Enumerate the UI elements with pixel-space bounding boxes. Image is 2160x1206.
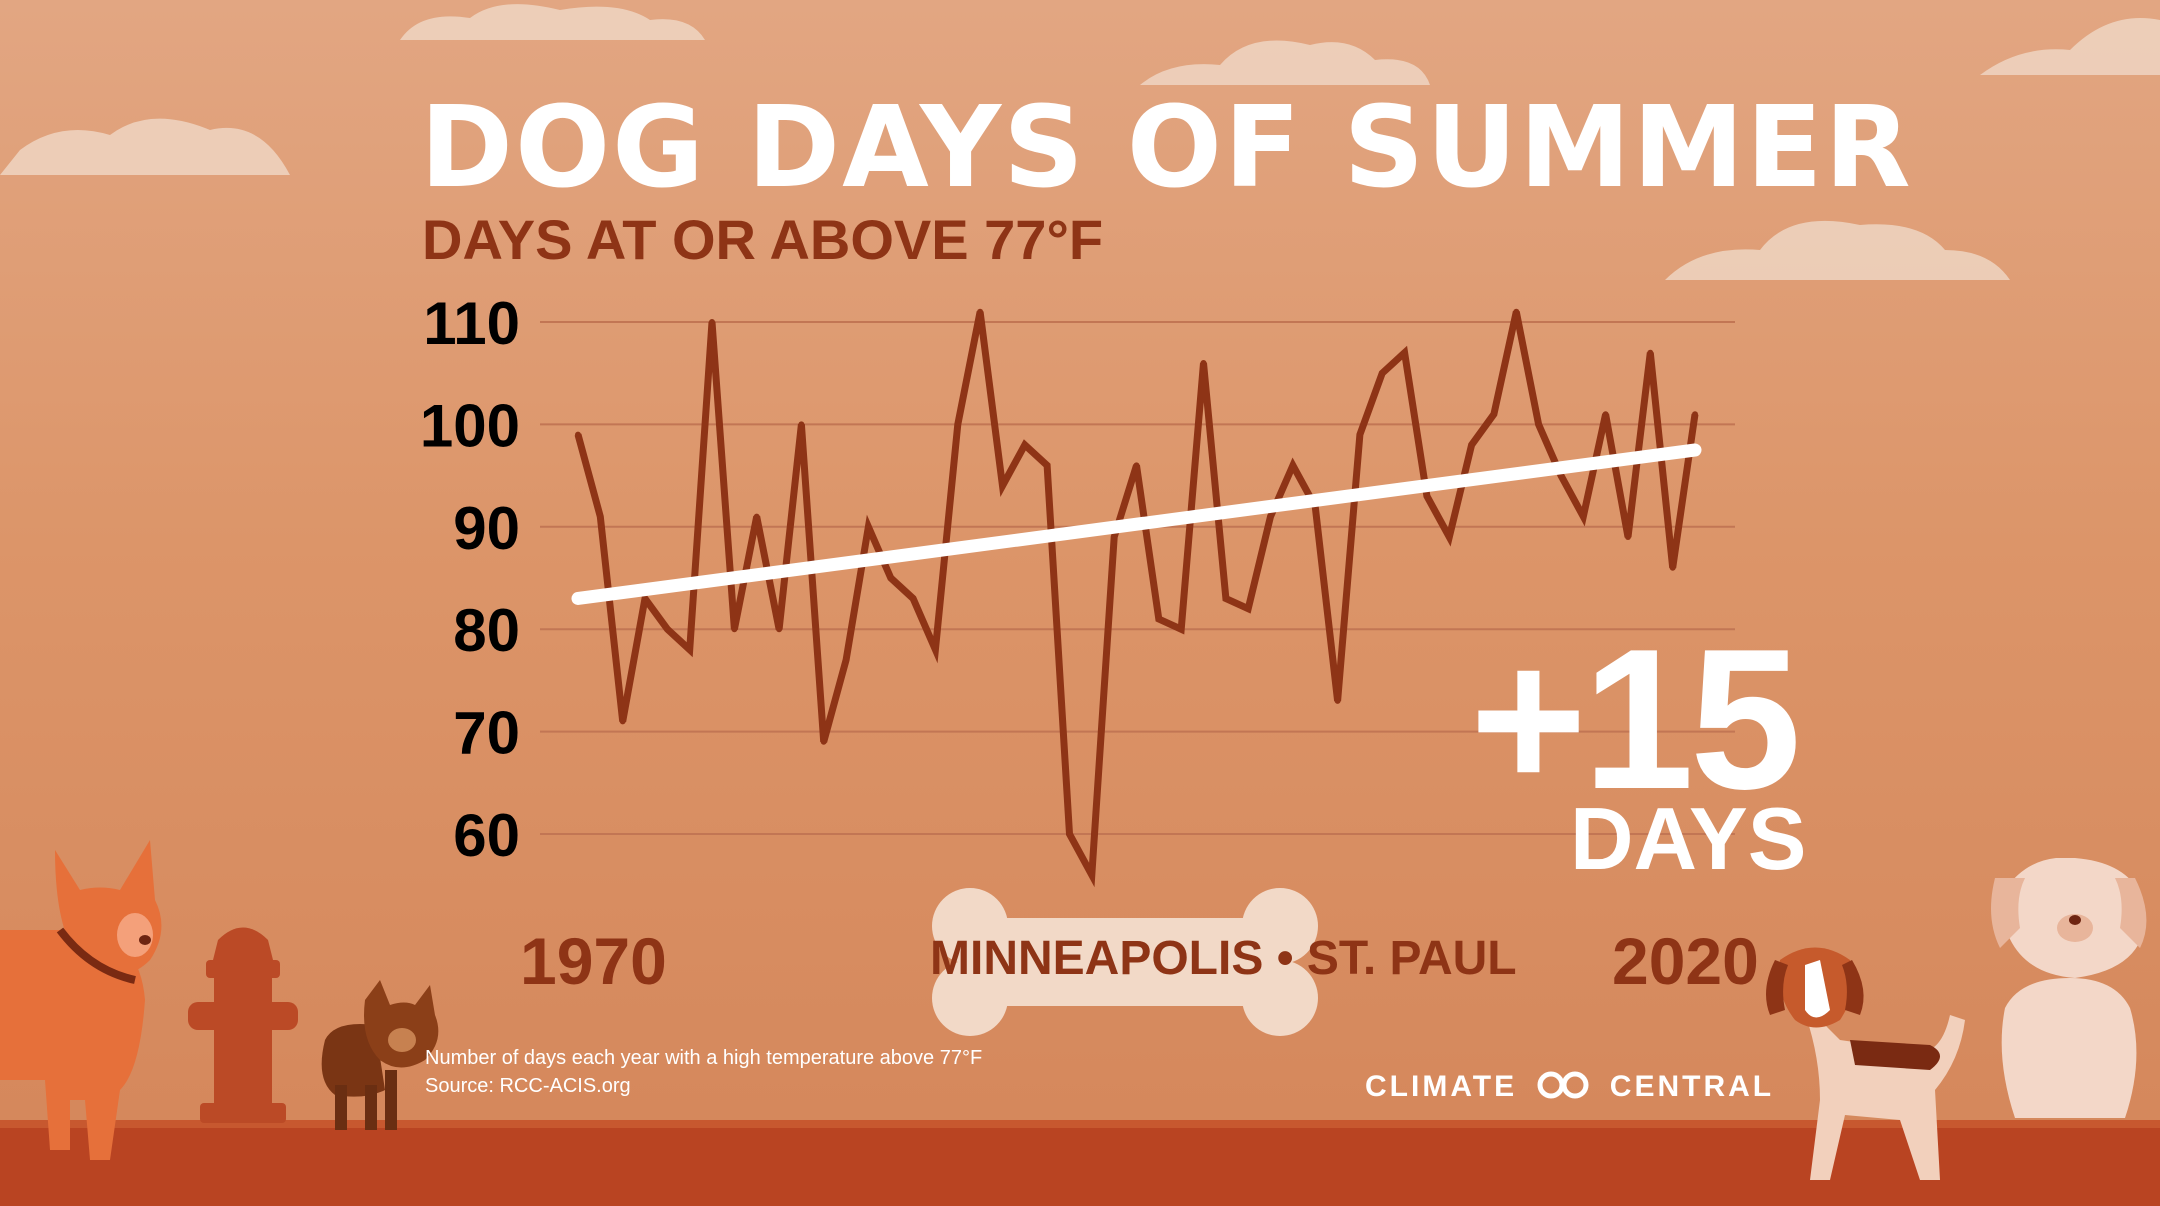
data-point-2013 (1535, 421, 1542, 428)
bone-icon (932, 888, 1318, 1036)
clouds-decoration (0, 4, 2160, 280)
infinity-logo-icon (1537, 1071, 1589, 1099)
data-point-1970 (575, 431, 581, 438)
data-point-1984 (887, 575, 894, 581)
y-axis-ticks: 110 100 90 80 70 60 (420, 290, 520, 869)
ground (0, 1128, 2160, 1206)
trend-line (571, 443, 1702, 605)
data-point-1985 (910, 595, 917, 602)
change-value: +15 (1470, 608, 1801, 831)
y-tick-label-110: 110 (423, 290, 520, 357)
data-point-1992 (1066, 831, 1073, 837)
brand-left: CLIMATE (1365, 1070, 1518, 1103)
data-point-1996 (1155, 616, 1162, 622)
data-point-1995 (1133, 462, 1140, 469)
data-point-1982 (843, 656, 850, 663)
data-point-2018 (1647, 349, 1654, 356)
data-point-2009 (1446, 534, 1453, 540)
x-tick-start: 1970 (520, 924, 667, 998)
data-point-1983 (865, 523, 872, 530)
data-point-2001 (1267, 513, 1274, 520)
data-point-2012 (1513, 308, 1520, 315)
data-point-2010 (1468, 441, 1475, 448)
change-unit: DAYS (1570, 789, 1807, 888)
y-tick-label-70: 70 (453, 700, 520, 767)
data-point-1998 (1200, 360, 1207, 366)
data-point-1987 (954, 421, 961, 428)
chart-title: DOG DAYS OF SUMMER (420, 83, 1913, 213)
footnote-description: Number of days each year with a high tem… (425, 1047, 983, 1069)
data-point-1980 (798, 421, 805, 428)
puppy-icon (1991, 858, 2147, 1118)
data-point-1972 (619, 718, 626, 725)
y-tick-label-60: 60 (453, 802, 520, 869)
location-label: MINNEAPOLIS • ST. PAUL (930, 932, 1517, 985)
data-point-1993 (1088, 872, 1095, 878)
y-tick-label-90: 90 (453, 495, 520, 562)
footnote-source: Source: RCC-ACIS.org (425, 1075, 631, 1097)
data-point-2020 (1692, 411, 1698, 418)
data-point-1976 (709, 319, 715, 325)
data-point-1974 (664, 626, 671, 633)
data-point-2006 (1379, 370, 1386, 377)
data-point-2004 (1334, 697, 1341, 704)
data-point-2019 (1669, 564, 1676, 571)
fire-hydrant-icon (188, 927, 298, 1123)
data-point-1988 (977, 308, 984, 315)
data-point-2015 (1580, 513, 1587, 520)
y-tick-label-100: 100 (420, 392, 520, 459)
data-point-1978 (753, 513, 760, 520)
brand-right: CENTRAL (1609, 1070, 1775, 1103)
data-point-1977 (731, 626, 738, 633)
data-point-2002 (1289, 462, 1296, 469)
data-point-2005 (1356, 431, 1363, 438)
data-point-1997 (1178, 626, 1185, 633)
series-group (571, 308, 1702, 888)
data-point-1973 (642, 595, 648, 602)
x-tick-end: 2020 (1612, 924, 1759, 998)
data-point-2007 (1401, 349, 1408, 356)
data-point-1981 (820, 738, 827, 745)
data-point-1994 (1111, 534, 1118, 540)
data-point-1979 (776, 626, 783, 633)
beagle-icon (1766, 947, 1965, 1180)
data-point-1990 (1021, 441, 1028, 448)
data-point-1991 (1044, 462, 1051, 469)
gridlines (540, 321, 1735, 835)
data-point-2016 (1602, 411, 1609, 418)
data-point-1986 (932, 646, 939, 653)
data-point-2017 (1625, 534, 1631, 540)
brand-logo: CLIMATE CENTRAL (1365, 1070, 1774, 1102)
chart-subtitle: DAYS AT OR ABOVE 77°F (422, 208, 1104, 271)
data-point-1975 (686, 646, 693, 653)
data-point-2000 (1245, 605, 1252, 612)
data-point-1971 (597, 513, 604, 520)
data-point-2008 (1423, 493, 1430, 500)
data-point-1999 (1222, 595, 1229, 602)
data-point-2011 (1490, 411, 1497, 418)
orange-dog-icon (0, 840, 162, 1160)
yorkie-icon (321, 980, 439, 1130)
data-point-1989 (999, 482, 1006, 489)
y-tick-label-80: 80 (453, 597, 520, 664)
